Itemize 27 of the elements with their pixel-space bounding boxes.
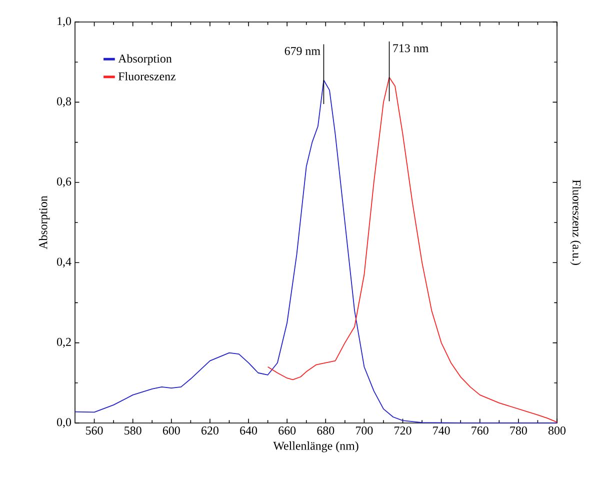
x-axis-title: Wellenlänge (nm) bbox=[273, 441, 358, 452]
y-tick-label: 0,4 bbox=[56, 258, 72, 268]
x-tick-label: 680 bbox=[317, 426, 334, 435]
x-tick-label: 620 bbox=[202, 426, 218, 435]
x-tick-label: 720 bbox=[394, 426, 412, 435]
x-tick-label: 560 bbox=[86, 426, 103, 435]
y-axis-title: Absorption bbox=[38, 196, 50, 250]
x-tick-label: 660 bbox=[278, 426, 296, 435]
line-series bbox=[74, 80, 558, 424]
y-tick-label: 0,0 bbox=[56, 418, 72, 428]
x-tick-label: 640 bbox=[240, 426, 258, 435]
x-tick-label: 580 bbox=[124, 426, 142, 435]
y-tick-label: 0,2 bbox=[56, 338, 71, 348]
y-tick-label: 0,8 bbox=[56, 97, 72, 108]
y2-axis-title: Fluoreszenz (a.u.) bbox=[570, 180, 582, 265]
x-tick-label: 780 bbox=[510, 426, 527, 435]
annotation: 679 nm bbox=[284, 46, 320, 56]
y-tick-label: 1,0 bbox=[58, 17, 72, 27]
x-tick-label: 740 bbox=[433, 426, 450, 435]
x-tick-label: 800 bbox=[548, 426, 566, 435]
annotation: 713 nm bbox=[393, 44, 428, 52]
legend-label: Absorption bbox=[118, 54, 172, 66]
x-tick-label: 700 bbox=[356, 426, 373, 435]
legend-label: Fluoreszenz bbox=[118, 72, 176, 80]
x-tick-label: 600 bbox=[162, 426, 180, 435]
y-tick-label: 0,6 bbox=[56, 178, 72, 188]
x-tick-label: 760 bbox=[472, 426, 488, 435]
